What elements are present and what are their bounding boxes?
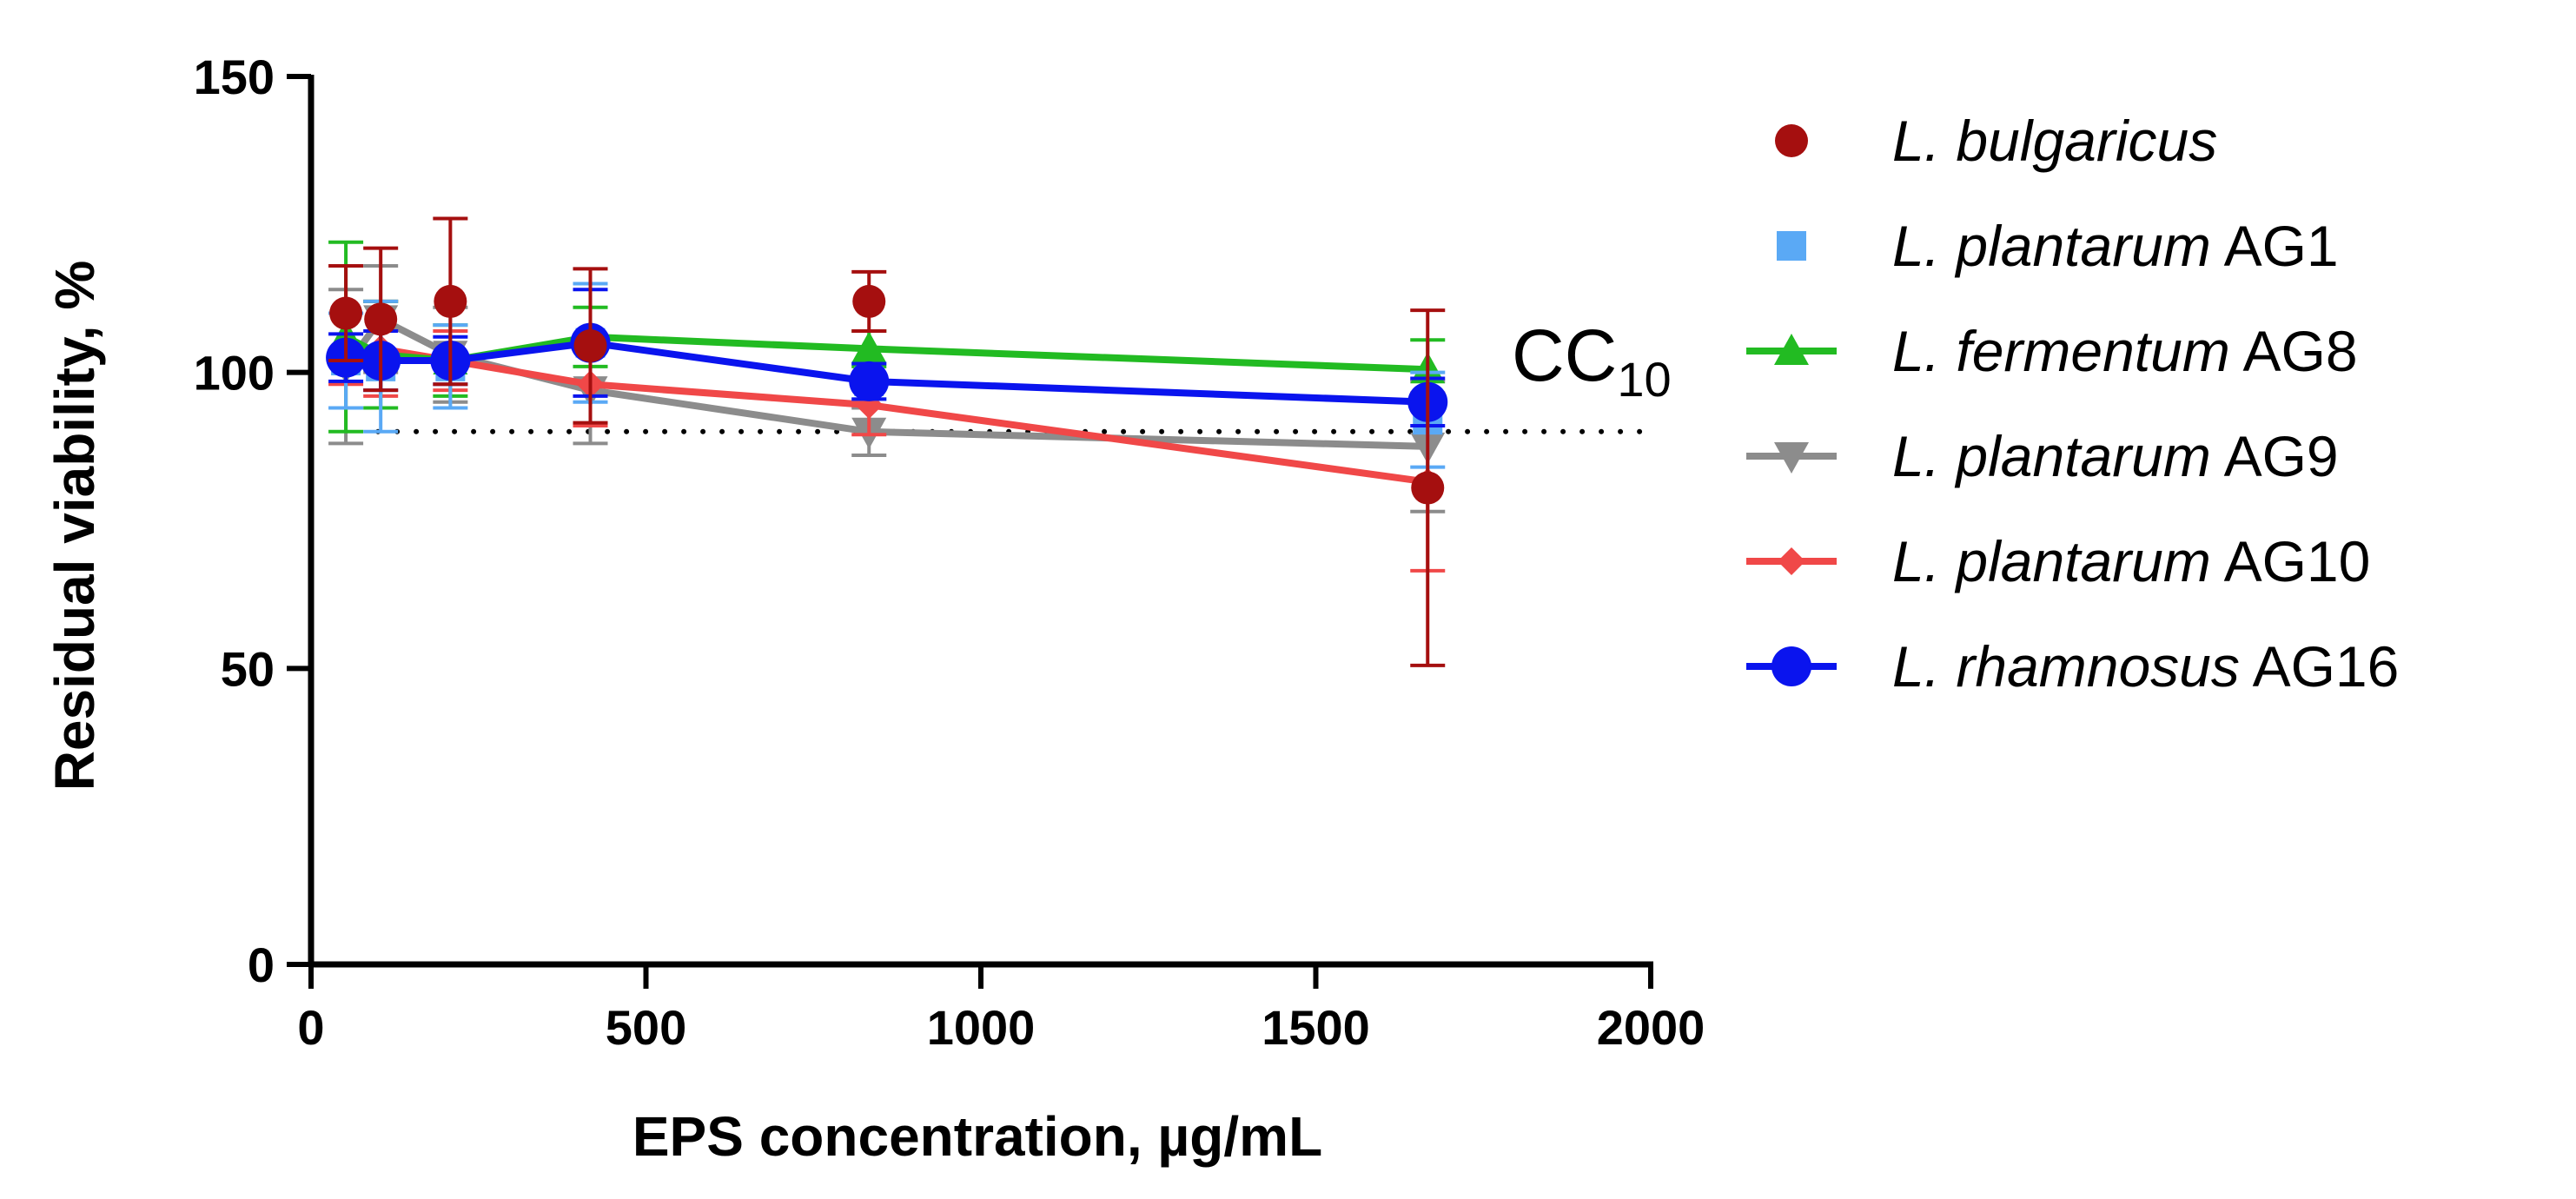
marker-circle [329,296,363,330]
legend-label: L. plantarum AG1 [1892,214,2339,278]
legend-label-rest: AG1 [2211,214,2339,278]
legend-label: L. fermentum AG8 [1892,319,2358,383]
legend-item-0: L. bulgaricus [1775,109,2217,173]
series-2 [328,240,1446,434]
series-0 [328,216,1446,667]
legend-item-3: L. plantarum AG9 [1746,424,2339,488]
marker-triangle-up [1774,334,1809,365]
marker-square [1777,231,1806,261]
legend-label-rest: AG8 [2230,319,2358,383]
legend-label-italic: L. plantarum [1892,529,2211,593]
y-tick-label: 100 [194,346,275,401]
marker-circle [1411,471,1445,505]
legend-label-italic: L. bulgaricus [1892,109,2217,173]
legend-label-italic: L. fermentum [1892,319,2230,383]
legend: L. bulgaricus L. plantarum AG1 L. fermentu… [1746,109,2399,699]
marker-circle [434,284,467,318]
reference-line-label-sub: 10 [1617,352,1671,407]
legend-item-4: L. plantarum AG10 [1746,529,2370,593]
marker-circle [852,284,886,318]
legend-item-2: L. fermentum AG8 [1746,319,2358,383]
reference-line-label: CC10 [1512,315,1672,407]
x-tick-label: 1500 [1262,1000,1370,1055]
legend-item-5: L. rhamnosus AG16 [1746,634,2399,699]
legend-label: L. rhamnosus AG16 [1892,634,2399,699]
marker-circle [849,361,890,401]
x-tick-label: 500 [606,1000,686,1055]
series-4 [328,299,1446,573]
legend-label-rest: AG16 [2240,634,2399,699]
marker-circle [1771,646,1811,686]
y-tick-label: 50 [221,641,275,696]
marker-diamond [1778,547,1805,575]
legend-item-1: L. plantarum AG1 [1777,214,2339,278]
marker-circle [573,329,607,363]
reference-line-label-main: CC [1512,315,1617,396]
axes [287,74,1653,989]
marker-triangle-up [851,331,887,363]
x-tick-label: 2000 [1597,1000,1705,1055]
y-tick-label: 0 [248,937,275,992]
legend-label-rest: AG10 [2211,529,2370,593]
legend-label-italic: L. plantarum [1892,214,2211,278]
series-group [326,216,1448,667]
legend-label-italic: L. plantarum [1892,424,2211,488]
x-axis-title: EPS concentration, µg/mL [632,1105,1322,1168]
marker-triangle-down [1774,442,1809,474]
x-tick-label: 1000 [927,1000,1036,1055]
x-tick-label: 0 [297,1000,324,1055]
y-axis-title: Residual viability, % [43,261,106,792]
marker-circle [364,302,398,336]
legend-label-italic: L. rhamnosus [1892,634,2240,699]
legend-label: L. plantarum AG10 [1892,529,2370,593]
series-line [346,345,1428,486]
marker-circle [1775,124,1808,157]
legend-label-rest: AG9 [2211,424,2339,488]
legend-label: L. plantarum AG9 [1892,424,2339,488]
y-tick-label: 150 [194,50,275,104]
legend-label: L. bulgaricus [1892,109,2217,173]
